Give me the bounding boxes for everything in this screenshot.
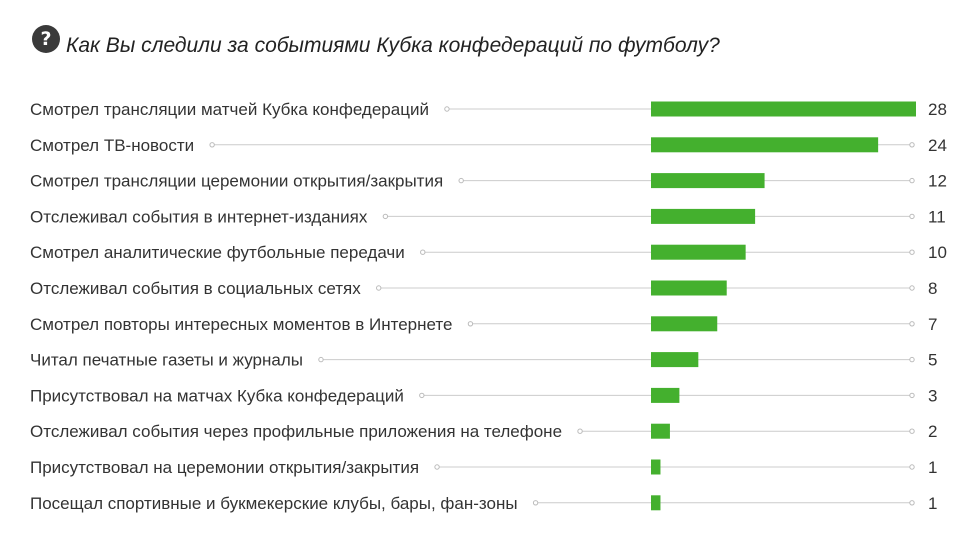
question-circle-icon: ? [32,25,60,53]
leader-start-dot [382,213,389,220]
category-label: Отслеживал события через профильные прил… [30,422,562,441]
leader-end-dot [909,392,915,399]
leader-start-dot [419,392,425,399]
leader-end-dot [909,142,915,148]
category-label: Посещал спортивные и букмекерские клубы,… [30,494,518,513]
leader-end-dot [909,177,915,184]
category-label: Присутствовал на церемонии открытия/закр… [30,458,419,477]
bar [651,101,916,117]
category-label: Смотрел повторы интересных моментов в Ин… [30,315,452,334]
value-label: 12 [928,172,947,191]
leader-start-dot [444,106,450,112]
value-label: 3 [928,386,937,405]
leader-end-dot [909,285,915,291]
chart-title: Как Вы следили за событиями Кубка конфед… [66,34,720,57]
leader-end-dot [909,356,915,363]
category-label: Смотрел трансляции церемонии открытия/за… [30,172,443,191]
bar [651,387,680,403]
bar [651,208,756,224]
category-label: Смотрел ТВ-новости [30,136,194,155]
category-label: Отслеживал события в социальных сетях [30,279,361,298]
bar [651,352,699,368]
leader-start-dot [434,464,440,470]
bar [651,316,718,332]
leader-start-dot [467,321,474,327]
bar [651,423,670,439]
bar [651,280,727,296]
leader-start-dot [376,285,382,291]
bar [651,244,746,260]
value-label: 10 [928,243,947,262]
leader-end-dot [909,464,915,470]
leader-start-dot [209,142,215,148]
leader-end-dot [909,500,915,506]
value-label: 28 [928,100,947,119]
category-label: Читал печатные газеты и журналы [30,351,303,370]
value-label: 1 [928,494,937,513]
leader-start-dot [318,356,324,363]
value-label: 11 [928,207,946,226]
leader-start-dot [420,249,426,255]
leader-end-dot [909,213,915,220]
category-label: Смотрел аналитические футбольные передач… [30,243,405,262]
value-label: 24 [928,136,947,155]
leader-end-dot [909,249,915,255]
leader-start-dot [458,177,464,184]
chart-header: ? Как Вы следили за событиями Кубка конф… [32,25,720,64]
leader-start-dot [532,500,539,506]
leader-end-dot [909,321,915,327]
value-label: 2 [928,422,937,441]
value-label: 5 [928,351,937,370]
value-label: 8 [928,279,937,298]
category-label: Отслеживал события в интернет-изданиях [30,207,368,226]
bar [651,459,661,475]
value-label: 1 [928,458,937,477]
bar [651,137,879,153]
leader-start-dot [577,428,583,434]
value-label: 7 [928,315,937,334]
bar [651,495,661,511]
category-label: Присутствовал на матчах Кубка конфедерац… [30,386,404,405]
leader-end-dot [909,428,915,434]
bar [651,173,765,189]
category-label: Смотрел трансляции матчей Кубка конфедер… [30,100,429,119]
